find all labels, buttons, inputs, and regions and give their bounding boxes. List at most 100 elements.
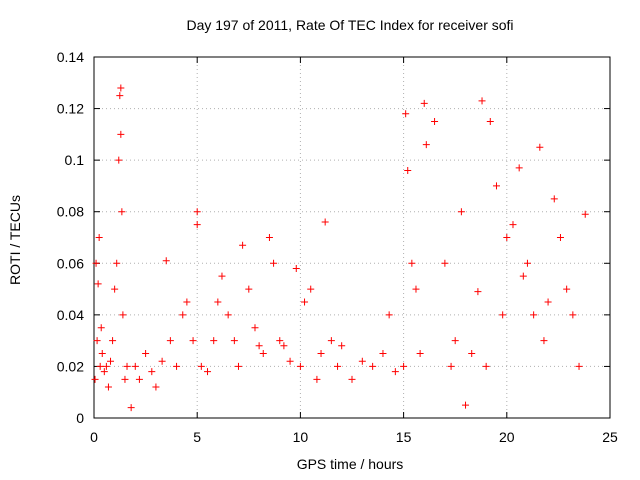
data-point [313,375,321,383]
data-point [104,383,112,391]
data-point [158,357,166,365]
data-point [100,368,108,376]
data-point [451,337,459,345]
data-point [404,166,412,174]
data-point [214,298,222,306]
data-point [179,311,187,319]
x-tick-label: 10 [293,429,309,445]
x-tick-label: 25 [602,429,618,445]
data-point [95,234,103,241]
data-point [468,350,476,358]
data-point [581,210,589,218]
data-point [286,357,294,365]
data-point [259,350,267,358]
data-point [348,375,356,383]
data-points [91,84,589,412]
chart-title: Day 197 of 2011, Rate Of TEC Index for r… [186,17,514,33]
data-point [255,342,263,350]
data-point [447,362,455,370]
data-point [93,337,101,345]
data-point [142,350,150,358]
data-point [135,375,143,383]
data-point [540,337,548,345]
data-point [334,362,342,370]
y-tick-label: 0 [76,410,84,426]
data-point [111,285,119,293]
data-point [162,257,170,265]
data-point [519,272,527,280]
data-point [189,337,197,345]
x-tick-label: 5 [193,429,201,445]
data-point [107,357,115,365]
data-point [113,259,121,267]
data-point [431,117,439,125]
data-point [575,362,583,370]
data-point [478,97,486,105]
data-point [92,259,100,267]
data-point [307,285,315,293]
y-tick-label: 0.06 [57,255,84,271]
data-point [197,362,205,370]
axis-ticks: 0 5 10 15 20 25 0 0.02 0.04 0.06 0.08 0.1 0.12 0.14 [57,49,618,445]
data-point [121,375,129,383]
x-tick-label: 15 [396,429,412,445]
data-point [117,84,125,92]
x-axis-label: GPS time / hours [296,456,404,472]
data-point [127,404,135,412]
data-point [301,298,309,306]
data-point [119,311,127,319]
data-point [218,272,226,280]
data-point [492,182,500,190]
data-point [412,285,420,293]
data-point [369,362,377,370]
x-tick-label: 20 [499,429,515,445]
data-point [523,259,531,267]
data-point [292,264,300,272]
data-point [148,368,156,376]
data-point [239,241,247,249]
data-point [569,311,577,319]
y-tick-label: 0.12 [57,101,84,117]
data-point [509,221,517,229]
y-axis-label: ROTI / TECUs [7,195,23,285]
data-point [515,164,523,172]
data-point [422,141,430,149]
data-point [317,350,325,358]
data-point [183,298,191,306]
data-point [131,362,139,370]
data-point [193,208,201,216]
data-point [152,383,160,391]
data-point [457,208,465,216]
data-point [563,285,571,293]
data-point [321,218,329,226]
data-point [503,234,511,241]
data-point [98,350,106,358]
data-point [91,375,99,383]
data-point [234,362,242,370]
data-point [530,311,538,319]
data-point [193,221,201,229]
data-point [204,368,212,376]
data-point [400,362,408,370]
data-point [118,208,126,216]
y-tick-label: 0.08 [57,204,84,220]
data-point [441,259,449,267]
y-tick-label: 0.04 [57,307,84,323]
data-point [116,92,124,100]
plot-frame [93,56,611,419]
data-point [556,234,564,241]
data-point [230,337,238,345]
data-point [385,311,393,319]
data-point [416,350,424,358]
data-point [482,362,490,370]
data-point [486,117,494,125]
data-point [245,285,253,293]
data-point [173,362,181,370]
data-point [402,110,410,118]
data-point [474,288,482,296]
x-tick-label: 0 [90,429,98,445]
data-point [499,311,507,319]
data-point [251,324,259,332]
data-point [224,311,232,319]
data-point [420,99,428,107]
